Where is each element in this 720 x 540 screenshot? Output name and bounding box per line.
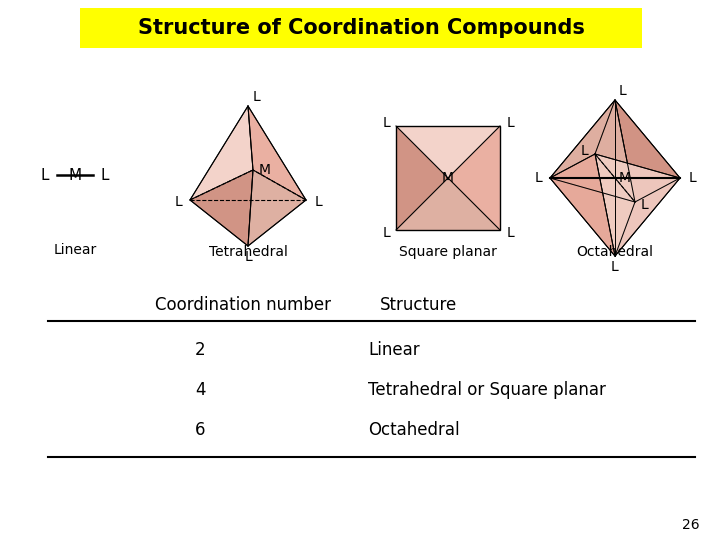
Text: Tetrahedral: Tetrahedral [209,245,287,259]
Text: L: L [252,90,260,104]
Text: Linear: Linear [368,341,420,359]
Polygon shape [550,178,635,256]
Text: Linear: Linear [53,243,96,257]
Polygon shape [396,126,500,178]
Text: L: L [506,226,514,240]
Text: L: L [41,167,49,183]
Text: Square planar: Square planar [399,245,497,259]
Text: M: M [68,167,81,183]
Polygon shape [190,106,253,200]
Text: L: L [581,144,589,158]
Text: L: L [101,167,109,183]
Polygon shape [396,126,448,230]
Text: Tetrahedral or Square planar: Tetrahedral or Square planar [368,381,606,399]
Text: Octahedral: Octahedral [577,245,654,259]
Text: Octahedral: Octahedral [368,421,459,439]
Polygon shape [615,100,680,202]
Text: L: L [506,116,514,130]
Text: L: L [641,198,649,212]
Polygon shape [448,126,500,230]
Polygon shape [615,178,680,256]
Polygon shape [190,170,253,246]
Text: L: L [244,250,252,264]
Text: L: L [688,171,696,185]
Text: M: M [442,171,454,185]
Text: L: L [174,195,182,209]
Text: L: L [611,260,619,274]
Polygon shape [595,154,680,256]
Polygon shape [550,100,615,178]
Text: L: L [314,195,322,209]
Polygon shape [550,100,635,202]
Polygon shape [248,170,306,246]
Text: Structure of Coordination Compounds: Structure of Coordination Compounds [138,18,585,38]
Polygon shape [595,100,680,178]
Polygon shape [550,154,615,256]
Text: 4: 4 [194,381,205,399]
Bar [80,8,642,48]
Polygon shape [248,106,306,200]
Text: Coordination number: Coordination number [155,296,331,314]
Text: L: L [382,226,390,240]
Text: L: L [382,116,390,130]
Text: 6: 6 [194,421,205,439]
Text: Structure: Structure [380,296,457,314]
Text: L: L [534,171,542,185]
Polygon shape [396,178,500,230]
Text: 26: 26 [683,518,700,532]
Text: M: M [259,163,271,177]
Text: M: M [619,171,631,185]
Text: L: L [619,84,627,98]
Text: 2: 2 [194,341,205,359]
